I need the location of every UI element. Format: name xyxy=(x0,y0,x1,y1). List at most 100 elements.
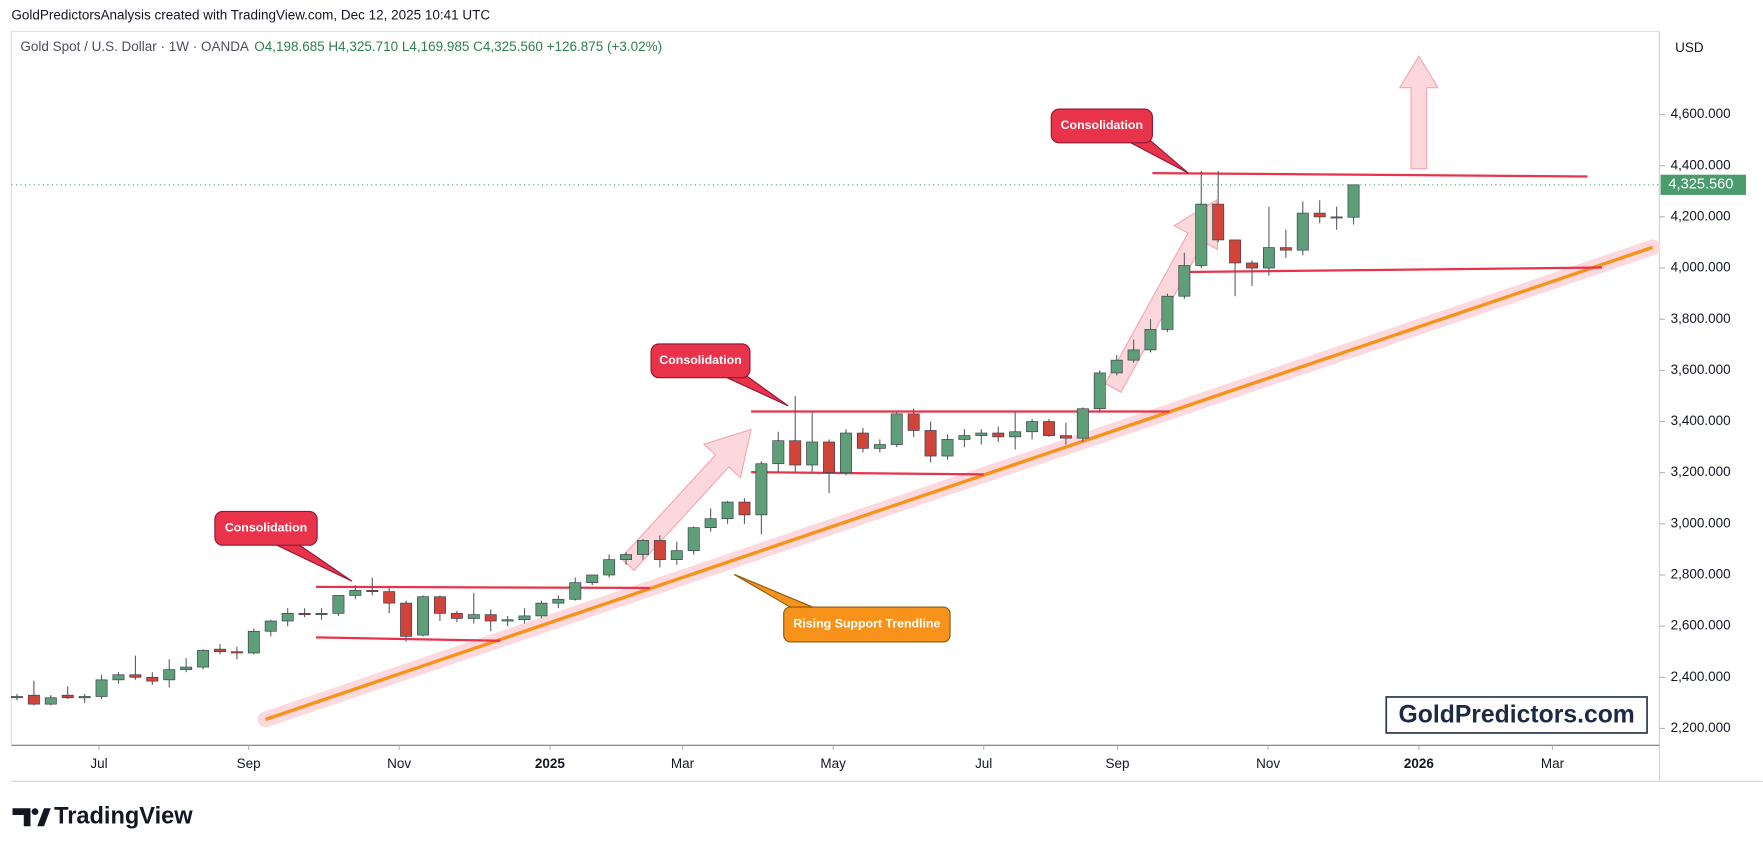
x-tick-label: Jul xyxy=(90,756,107,771)
callout-box xyxy=(783,606,951,643)
y-tick-label: 3,400.000 xyxy=(1671,413,1731,428)
candle-body xyxy=(806,441,819,466)
x-tick-label: 2026 xyxy=(1404,756,1434,771)
candle-body xyxy=(281,613,294,622)
x-tick-label: Mar xyxy=(1541,756,1565,771)
callout-box xyxy=(1050,108,1153,144)
x-tick-label: Sep xyxy=(237,756,261,771)
candle-body xyxy=(670,550,683,560)
y-tick-label: 4,200.000 xyxy=(1671,208,1731,223)
x-tick-label: Nov xyxy=(1256,756,1280,771)
candle-body xyxy=(721,501,734,520)
candle-body xyxy=(586,574,599,583)
y-tick-label: 2,400.000 xyxy=(1671,669,1731,684)
candle-body xyxy=(1127,349,1140,361)
candle-body xyxy=(400,602,413,637)
candle-body xyxy=(1161,295,1174,330)
candle-body xyxy=(958,435,971,440)
last-price-label: 4,325.560 xyxy=(1668,177,1733,193)
candle-body xyxy=(1059,435,1072,439)
candle-body xyxy=(1229,239,1242,264)
y-tick-label: 2,200.000 xyxy=(1671,720,1731,735)
y-tick-label: 3,600.000 xyxy=(1671,362,1731,377)
candle-body xyxy=(755,463,768,516)
candle-body xyxy=(44,697,57,705)
callout-text: Consolidation xyxy=(1061,118,1143,132)
last-price-box xyxy=(1660,174,1746,195)
candle-body xyxy=(349,589,362,596)
y-tick-label: 3,800.000 xyxy=(1671,311,1731,326)
candle-body xyxy=(890,413,903,445)
logo-dot xyxy=(31,808,39,816)
y-tick-label: 4,600.000 xyxy=(1671,106,1731,121)
candle-body xyxy=(180,666,193,670)
candle-body xyxy=(975,432,988,436)
candle-body xyxy=(1279,247,1292,251)
trend-arrow xyxy=(620,428,752,572)
candle-body xyxy=(738,501,751,516)
candles xyxy=(11,170,1360,706)
candle-body xyxy=(1178,265,1191,297)
candle-body xyxy=(823,441,836,474)
candle-body xyxy=(1043,421,1055,436)
logo-mark xyxy=(12,808,31,827)
credit: GoldPredictorsAnalysis created with Trad… xyxy=(11,7,490,22)
candle-body xyxy=(1093,372,1106,410)
candle-body xyxy=(1212,203,1225,241)
ohlc-legend: O4,198.685 H4,325.710 L4,169.985 C4,325.… xyxy=(254,39,662,54)
candle-body xyxy=(450,613,463,619)
candle-body xyxy=(603,559,616,576)
candle-body xyxy=(332,595,345,614)
candle-body xyxy=(1076,408,1089,439)
candle-body xyxy=(11,696,23,699)
candle-body xyxy=(569,582,582,600)
candle-body xyxy=(467,614,480,619)
candle-body xyxy=(230,651,243,654)
currency-label: USD xyxy=(1675,40,1704,55)
candle-body xyxy=(146,676,159,682)
candle-body xyxy=(61,694,74,699)
candle-body xyxy=(552,598,565,604)
y-tick-label: 3,000.000 xyxy=(1671,515,1731,530)
x-tick-label: Sep xyxy=(1106,756,1130,771)
y-tick-label: 2,600.000 xyxy=(1671,618,1731,633)
candle-body xyxy=(78,696,91,699)
candle-body xyxy=(941,439,954,457)
candle-body xyxy=(653,540,666,560)
candle-body xyxy=(1296,212,1309,251)
watermark: GoldPredictors.com xyxy=(1399,702,1635,729)
candle-body xyxy=(1195,203,1208,266)
candle-body xyxy=(129,674,142,678)
x-tick-label: Mar xyxy=(671,756,695,771)
callouts: Consolidation Consolidation Consolidatio… xyxy=(214,108,1189,643)
callout-text: Consolidation xyxy=(225,521,307,535)
x-tick-label: 2025 xyxy=(535,756,565,771)
candle-body xyxy=(501,619,514,622)
candle-body xyxy=(366,589,379,592)
candle-body xyxy=(1110,359,1123,374)
candle-body xyxy=(1313,212,1326,218)
watermark-box xyxy=(1385,696,1648,734)
candle-body xyxy=(620,554,632,560)
x-tick-label: May xyxy=(820,756,846,771)
candle-body xyxy=(873,444,886,449)
footer-logo: TradingView xyxy=(54,804,193,830)
range-line xyxy=(316,636,501,642)
candle-body xyxy=(924,430,937,457)
candle-body xyxy=(907,413,920,431)
range-line xyxy=(316,585,650,590)
candle-body xyxy=(789,440,802,466)
candle-body xyxy=(1347,184,1360,218)
candle-body xyxy=(772,440,785,465)
candle-body xyxy=(687,527,700,552)
candle-body xyxy=(992,432,1005,438)
candle-body xyxy=(383,591,396,604)
candle-body xyxy=(704,518,717,529)
candle-body xyxy=(417,596,429,636)
candle-body xyxy=(163,669,176,681)
footer-logo-icon xyxy=(12,808,51,827)
candle-body xyxy=(214,648,226,653)
